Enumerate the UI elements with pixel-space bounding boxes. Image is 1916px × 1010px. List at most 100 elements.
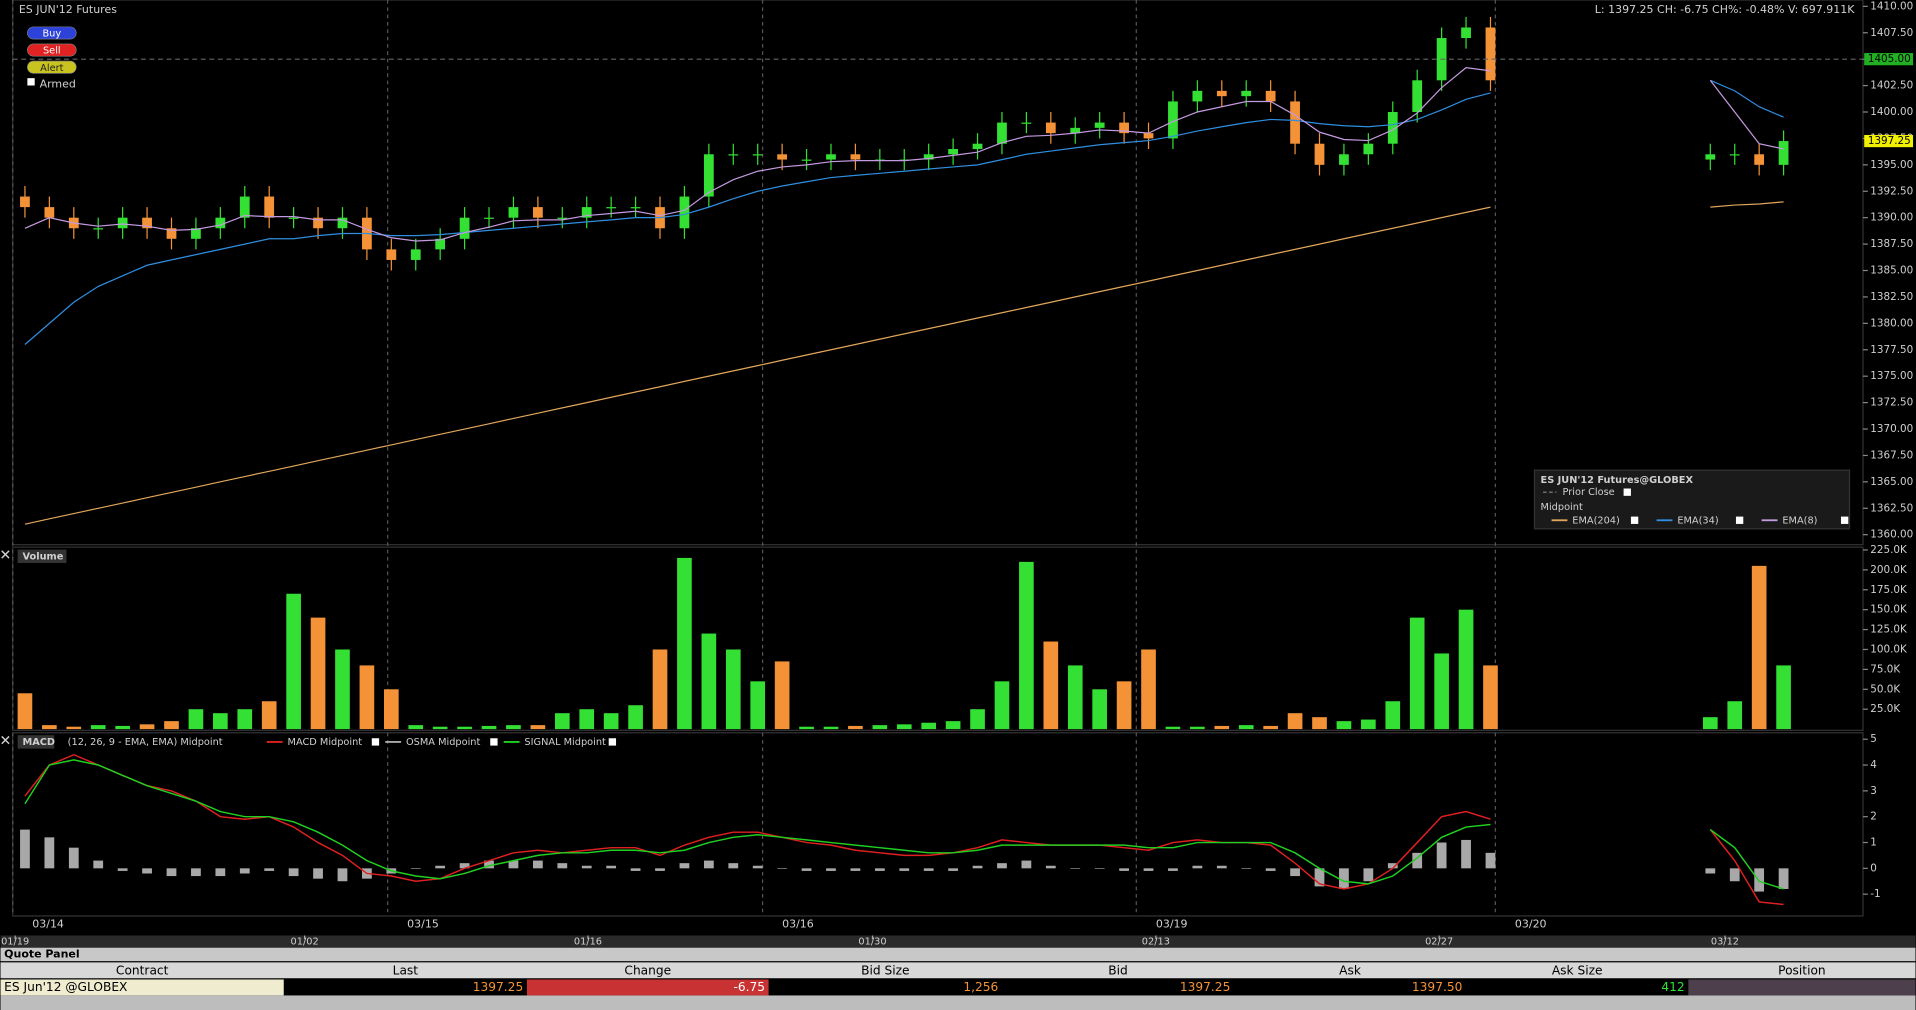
y-tick-label: 1407.50 (1870, 27, 1913, 39)
osma-bar (1094, 868, 1105, 869)
button-label[interactable]: Sell (43, 46, 61, 57)
candle-body (142, 217, 152, 229)
volume-bar (603, 713, 619, 730)
volume-bar (628, 705, 643, 730)
price-marker (1864, 53, 1914, 66)
candle-body (313, 217, 323, 229)
candle-body (777, 154, 788, 160)
quote-header (0, 962, 1916, 979)
candle-body (1094, 122, 1105, 128)
y-tick-label: -1 (1870, 888, 1880, 900)
y-tick-label: 1410.00 (1870, 0, 1913, 12)
candle-body (1363, 143, 1374, 155)
volume-bar (1385, 701, 1401, 730)
x-tick-label: 02/27 (1425, 937, 1453, 948)
button[interactable] (27, 43, 77, 57)
osma-bar (1729, 868, 1740, 882)
legend-box (1533, 469, 1851, 530)
quote-cell (526, 979, 769, 996)
candle-body (532, 207, 543, 218)
osma-bar (850, 868, 861, 871)
volume-bar (1702, 717, 1718, 730)
legend-item: EMA(204) (1572, 515, 1620, 526)
candle-body (728, 154, 739, 156)
column-header: Bid Size (861, 963, 909, 977)
y-tick-label: 4 (1870, 759, 1877, 771)
button-label[interactable]: Buy (42, 29, 61, 40)
volume-bar (1141, 649, 1156, 730)
panel-title-bg (17, 549, 67, 564)
volume-bar (970, 709, 985, 730)
y-tick-label: 175.0K (1870, 584, 1908, 596)
legend-item: SIGNAL Midpoint (524, 737, 606, 748)
armed-label: Armed (40, 77, 76, 90)
button[interactable] (27, 26, 77, 40)
osma-bar (1070, 868, 1081, 869)
column-header: Contract (116, 963, 169, 977)
price-marker (1864, 134, 1914, 148)
y-tick-label: 1387.50 (1870, 238, 1913, 250)
checkbox[interactable] (1630, 516, 1639, 524)
volume-bar (457, 726, 472, 730)
quote-cell (1466, 979, 1689, 996)
candle-body (1339, 154, 1349, 165)
quote-value: 412 (1661, 980, 1684, 994)
candle-body (20, 196, 30, 208)
checkbox[interactable] (1735, 516, 1744, 524)
candle-body (1705, 154, 1716, 160)
osma-bar (1436, 842, 1447, 869)
candle-body (264, 196, 275, 218)
column-header: Last (393, 963, 419, 977)
checkbox[interactable] (490, 738, 498, 746)
osma-bar (1192, 865, 1203, 869)
y-tick-label: 1365.00 (1870, 476, 1913, 488)
x-tick-label: 01/30 (858, 937, 886, 948)
checkbox[interactable] (371, 738, 380, 746)
candle-body (948, 148, 958, 155)
button[interactable] (27, 60, 77, 74)
y-tick-label: 50.0K (1870, 683, 1901, 695)
volume-bar (1458, 609, 1474, 730)
checkbox[interactable] (1623, 488, 1631, 496)
quote-cell (1001, 979, 1235, 996)
candle-body (1192, 90, 1203, 102)
quote-footer (0, 995, 1916, 1010)
candle-body (826, 154, 836, 160)
legend-item: MACD Midpoint (288, 737, 363, 748)
ema-line (1710, 201, 1784, 208)
panel-title: MACD (22, 737, 55, 748)
column-header: Bid (1108, 963, 1128, 977)
quote-title: Quote Panel (4, 947, 79, 960)
osma-bar (679, 863, 690, 869)
close-icons (1, 550, 10, 745)
candle-body (239, 196, 250, 218)
price-marker-label: 1405.00 (1868, 53, 1911, 65)
y-tick-label: 1392.50 (1870, 185, 1913, 197)
volume-bar (335, 649, 350, 730)
osma-bar (899, 868, 910, 871)
osma-bar (166, 868, 177, 877)
checkbox[interactable] (27, 78, 35, 86)
osma-bar (1314, 868, 1325, 887)
close-icon[interactable] (1, 550, 10, 559)
price-marker-label: 1397.25 (1868, 135, 1911, 147)
scrollbar[interactable] (0, 935, 1916, 948)
button-label[interactable]: Alert (40, 63, 63, 74)
candle-body (459, 217, 470, 239)
osma-bar (826, 868, 836, 871)
x-tick-label: 01/19 (1, 937, 29, 948)
close-icon[interactable] (1, 735, 10, 745)
volume-bar (213, 713, 228, 730)
checkbox[interactable] (1840, 516, 1849, 524)
osma-bar (1045, 865, 1056, 869)
candle-body (1778, 141, 1789, 165)
ema-line (1709, 79, 1784, 150)
y-tick-label: 100.0K (1870, 643, 1908, 655)
checkbox[interactable] (608, 738, 617, 746)
candle-body (1314, 143, 1325, 165)
candle-body (923, 154, 934, 160)
candle-body (166, 228, 177, 239)
panel-subtitle: (12, 26, 9 - EMA, EMA) Midpoint (68, 737, 223, 748)
y-tick-label: 1367.50 (1870, 449, 1913, 461)
y-tick-label: 3 (1870, 785, 1877, 797)
